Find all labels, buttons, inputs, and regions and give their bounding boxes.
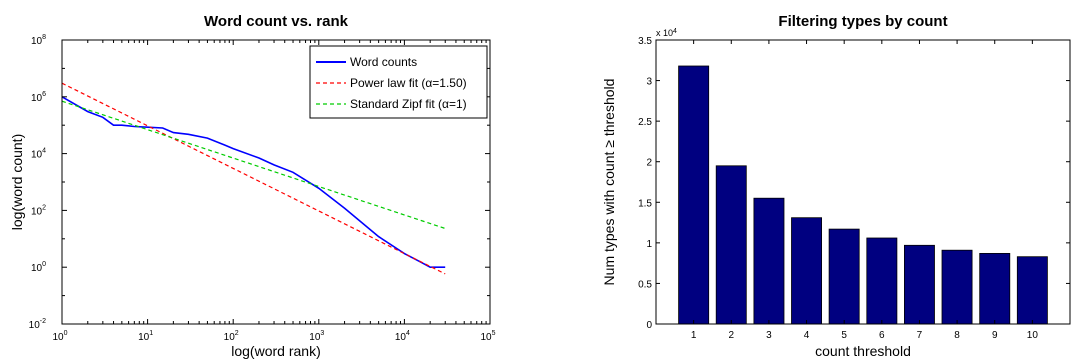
chart2-xtick-label-9: 10 <box>1027 330 1039 341</box>
bar-2 <box>715 165 747 325</box>
chart1-xtick-label-4: 104 <box>395 330 410 343</box>
chart1-xtick-label-0: 100 <box>52 330 67 343</box>
chart2-bars-group <box>678 65 1048 325</box>
chart2-ytick-label-4: 2 <box>646 158 652 169</box>
bar-6 <box>866 237 898 325</box>
chart2-xtick-label-5: 6 <box>879 330 885 341</box>
chart1-series-1 <box>61 82 446 275</box>
chart2-ticks-group: 1 2 3 4 5 6 7 8 9 10 0 0.5 1 1.5 2 2.5 3 3.5 <box>638 36 1070 341</box>
chart1-series-2 <box>61 100 446 230</box>
chart2-ytick-label-0: 0 <box>646 320 652 331</box>
chart1-ytick-label-0: 10-2 <box>29 318 46 331</box>
chart1-legend: Word counts Power law fit (α=1.50) Stand… <box>309 45 488 119</box>
bar-4 <box>791 217 823 325</box>
chart2-title: Filtering types by count <box>778 13 947 30</box>
chart1-xtick-label-1: 101 <box>138 330 153 343</box>
chart1-ytick-label-4: 106 <box>31 91 46 104</box>
chart2-ytick-label-1: 0.5 <box>638 279 652 290</box>
chart2-ylabel: Num types with count ≥ threshold <box>601 79 617 286</box>
chart2-axes-box <box>655 39 1071 325</box>
chart2-ytick-label-5: 2.5 <box>638 117 652 128</box>
legend-label-zipf: Standard Zipf fit (α=1) <box>350 97 467 111</box>
bar-3 <box>753 197 785 325</box>
bar-1 <box>678 65 710 325</box>
bar-10 <box>1016 256 1048 325</box>
filtering-types-chart: Filtering types by count 1 2 3 4 5 6 7 8 9 10 0 0.5… <box>601 13 1071 359</box>
chart2-ytick-label-2: 1 <box>646 239 652 250</box>
chart2-xtick-label-7: 8 <box>954 330 960 341</box>
chart2-xlabel: count threshold <box>815 343 911 359</box>
chart1-ytick-label-1: 100 <box>31 261 46 274</box>
bar-5 <box>828 228 860 325</box>
legend-label-word-counts: Word counts <box>350 55 417 69</box>
bar-9 <box>979 252 1011 325</box>
chart2-xtick-label-2: 3 <box>766 330 772 341</box>
chart1-legend-box <box>309 45 488 119</box>
bar-8 <box>941 249 973 325</box>
legend-label-power-law: Power law fit (α=1.50) <box>350 76 467 90</box>
chart1-series-group <box>61 82 446 275</box>
chart2-xtick-label-6: 7 <box>917 330 923 341</box>
chart2-ytick-label-7: 3.5 <box>638 36 652 47</box>
chart2-xtick-label-3: 4 <box>804 330 810 341</box>
bar-7 <box>904 244 935 325</box>
chart1-ylabel: log(word count) <box>9 134 25 231</box>
chart1-xlabel: log(word rank) <box>231 343 320 359</box>
chart1-xtick-label-5: 105 <box>480 330 495 343</box>
chart2-xtick-label-8: 9 <box>992 330 998 341</box>
chart2-y-multiplier: x 104 <box>656 28 677 38</box>
chart1-ytick-label-5: 108 <box>31 34 46 47</box>
chart1-ytick-label-3: 104 <box>31 148 46 161</box>
chart1-xtick-label-2: 102 <box>224 330 239 343</box>
chart1-axes-box <box>61 39 491 325</box>
word-count-chart: Word count vs. rank 100 101 102 103 104 105 10… <box>9 13 496 359</box>
chart2-xtick-label-0: 1 <box>691 330 697 341</box>
chart1-series-0 <box>61 96 446 268</box>
chart1-xtick-label-3: 103 <box>309 330 324 343</box>
chart1-title: Word count vs. rank <box>204 13 349 30</box>
chart2-xtick-label-4: 5 <box>841 330 847 341</box>
chart2-ytick-label-6: 3 <box>646 77 652 88</box>
chart2-xtick-label-1: 2 <box>728 330 734 341</box>
chart2-ytick-label-3: 1.5 <box>638 198 652 209</box>
chart1-ytick-label-2: 102 <box>31 204 46 217</box>
